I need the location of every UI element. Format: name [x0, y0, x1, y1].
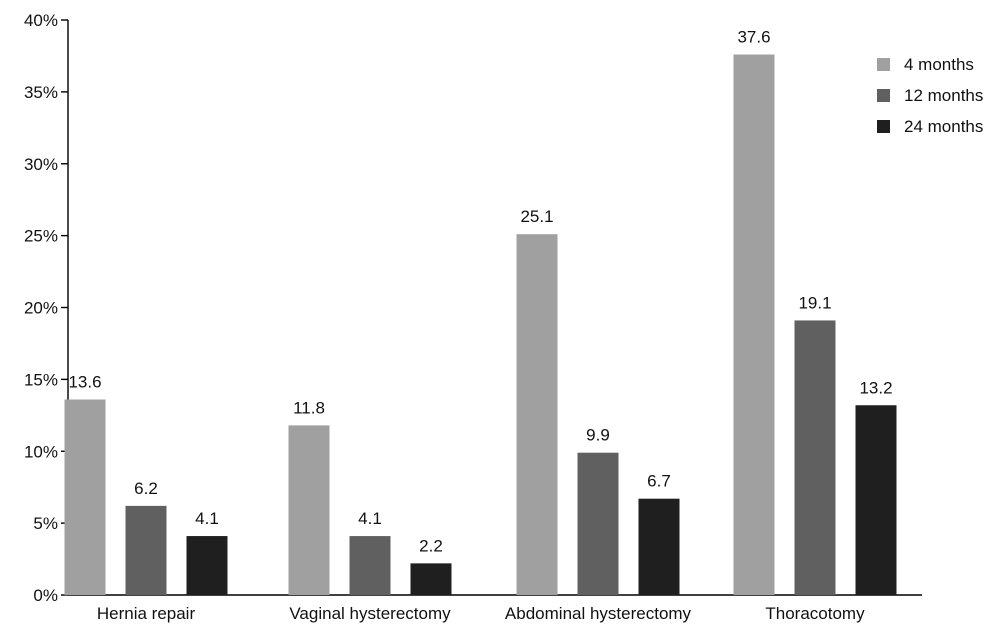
y-tick-label: 35%: [24, 83, 58, 102]
legend-swatch-2: [877, 120, 890, 133]
y-tick-label: 30%: [24, 155, 58, 174]
y-tick-label: 0%: [33, 586, 58, 605]
data-label: 6.7: [647, 472, 671, 491]
bar-3-0: [733, 54, 775, 595]
y-axis: 0% 5% 10% 15% 20% 25% 30% 35% 40%: [24, 11, 69, 605]
x-category-label: Thoracotomy: [765, 604, 865, 623]
data-label: 13.6: [68, 373, 101, 392]
bar-1-2: [410, 563, 452, 595]
y-tick-label: 10%: [24, 442, 58, 461]
bar-2-0: [516, 234, 558, 595]
bar-2-1: [577, 452, 619, 595]
data-label: 9.9: [586, 426, 610, 445]
x-category-label: Abdominal hysterectomy: [505, 604, 692, 623]
x-category-label: Hernia repair: [97, 604, 196, 623]
y-tick-label: 40%: [24, 11, 58, 30]
legend: 4 months 12 months 24 months: [877, 55, 983, 136]
data-label: 19.1: [798, 293, 831, 312]
bar-0-0: [64, 399, 106, 595]
y-tick-label: 25%: [24, 227, 58, 246]
data-label: 2.2: [419, 536, 443, 555]
bar-0-2: [186, 536, 228, 595]
x-axis: Hernia repair Vaginal hysterectomy Abdomin…: [68, 594, 922, 623]
bars-group: 13.6 6.2 4.1 11.8 4.1 2.2 25.1 9.9 6.7 37.6 19.1 13…: [64, 28, 897, 595]
y-tick-label: 5%: [33, 514, 58, 533]
legend-swatch-1: [877, 89, 890, 102]
data-label: 37.6: [737, 28, 770, 47]
bar-1-1: [349, 536, 391, 595]
y-tick-label: 15%: [24, 370, 58, 389]
data-label: 13.2: [859, 378, 892, 397]
data-label: 4.1: [358, 509, 382, 528]
data-label: 25.1: [520, 207, 553, 226]
bar-3-1: [794, 320, 836, 595]
legend-label: 12 months: [904, 86, 983, 105]
bar-0-1: [125, 505, 167, 595]
bar-1-0: [288, 425, 330, 595]
bar-3-2: [855, 405, 897, 595]
data-label: 6.2: [134, 479, 158, 498]
legend-label: 24 months: [904, 117, 983, 136]
data-label: 11.8: [293, 398, 325, 417]
bar-2-2: [638, 498, 680, 595]
data-label: 4.1: [195, 509, 219, 528]
y-tick-label: 20%: [24, 299, 58, 318]
legend-swatch-0: [877, 58, 890, 71]
legend-label: 4 months: [904, 55, 974, 74]
x-category-label: Vaginal hysterectomy: [289, 604, 451, 623]
